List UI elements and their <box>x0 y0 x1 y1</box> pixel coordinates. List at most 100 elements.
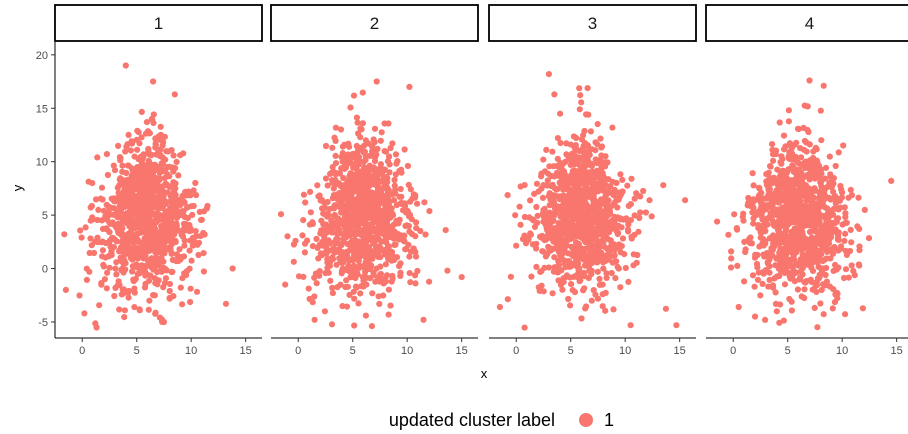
scatter-point <box>344 188 351 195</box>
scatter-point <box>779 204 786 211</box>
scatter-point <box>376 219 383 226</box>
scatter-point <box>140 247 147 254</box>
scatter-point <box>444 267 451 274</box>
scatter-point <box>119 162 126 169</box>
scatter-point <box>797 208 804 215</box>
scatter-point <box>575 256 582 263</box>
scatter-point <box>807 195 814 202</box>
scatter-point <box>101 276 108 283</box>
scatter-point <box>843 249 851 256</box>
scatter-point <box>845 194 852 201</box>
y-tick-label: 0 <box>42 264 48 276</box>
scatter-point <box>828 224 835 231</box>
scatter-point <box>342 284 349 291</box>
scatter-point <box>164 223 171 230</box>
scatter-point <box>559 202 566 209</box>
scatter-point <box>842 266 850 273</box>
scatter-point <box>381 249 389 256</box>
x-tick-label: 0 <box>79 345 85 357</box>
x-tick-label: 10 <box>619 345 631 357</box>
scatter-point <box>817 174 824 182</box>
scatter-point <box>847 226 854 233</box>
scatter-point <box>132 202 139 209</box>
scatter-point <box>323 229 330 236</box>
scatter-point <box>391 221 398 228</box>
scatter-point <box>570 188 578 195</box>
scatter-point <box>750 182 757 189</box>
scatter-point <box>811 171 818 179</box>
scatter-point <box>148 203 155 210</box>
scatter-point <box>565 156 573 163</box>
scatter-point <box>121 314 128 321</box>
scatter-point <box>426 208 433 215</box>
scatter-point <box>120 179 127 186</box>
scatter-point <box>614 263 621 270</box>
scatter-point <box>349 151 356 158</box>
scatter-point <box>361 182 368 190</box>
scatter-point <box>757 234 764 241</box>
scatter-point <box>599 281 606 288</box>
scatter-point <box>742 246 749 253</box>
scatter-point <box>356 181 363 188</box>
scatter-point <box>329 284 336 291</box>
scatter-point <box>329 144 336 151</box>
scatter-point <box>630 262 637 269</box>
scatter-point <box>561 193 568 200</box>
scatter-point <box>353 114 360 121</box>
scatter-point <box>789 181 796 188</box>
scatter-point <box>311 316 318 323</box>
scatter-point <box>556 229 564 236</box>
scatter-point <box>396 193 403 200</box>
scatter-point <box>134 146 141 153</box>
scatter-point <box>856 225 863 232</box>
scatter-point <box>186 265 193 272</box>
scatter-point <box>362 188 369 195</box>
scatter-point <box>314 182 321 189</box>
scatter-point <box>362 268 369 276</box>
scatter-point <box>302 199 309 206</box>
scatter-point <box>794 228 802 235</box>
scatter-point <box>364 264 371 271</box>
scatter-point <box>631 212 638 219</box>
scatter-point <box>608 225 615 233</box>
scatter-point <box>560 223 567 230</box>
scatter-point <box>152 231 159 238</box>
scatter-point <box>540 206 547 214</box>
scatter-point <box>370 190 377 197</box>
scatter-point <box>770 174 778 181</box>
scatter-point <box>350 164 357 171</box>
scatter-point <box>622 264 629 272</box>
scatter-point <box>383 227 390 235</box>
scatter-point <box>625 278 632 285</box>
scatter-point <box>525 236 532 243</box>
scatter-point <box>156 262 163 269</box>
scatter-point <box>617 171 624 178</box>
scatter-point <box>396 263 403 270</box>
scatter-point <box>764 215 771 222</box>
scatter-point <box>609 124 616 131</box>
scatter-point <box>533 240 540 247</box>
scatter-point <box>337 217 344 224</box>
scatter-point <box>829 305 836 312</box>
scatter-point <box>563 174 570 181</box>
scatter-point <box>368 237 375 244</box>
scatter-point <box>841 237 848 244</box>
scatter-point <box>190 202 197 210</box>
scatter-point <box>584 85 591 92</box>
scatter-point <box>762 238 769 245</box>
scatter-point <box>646 197 653 204</box>
y-tick-label: 20 <box>36 50 48 62</box>
scatter-point <box>129 268 136 275</box>
scatter-point <box>121 307 128 314</box>
scatter-point <box>611 241 618 248</box>
facet-panel-3 <box>496 71 689 331</box>
scatter-point <box>100 263 107 270</box>
scatter-point <box>516 203 523 210</box>
scatter-point <box>596 257 603 264</box>
scatter-point <box>602 289 609 296</box>
scatter-point <box>148 168 155 175</box>
scatter-point <box>346 229 354 236</box>
scatter-point <box>316 272 323 279</box>
scatter-point <box>153 176 160 183</box>
